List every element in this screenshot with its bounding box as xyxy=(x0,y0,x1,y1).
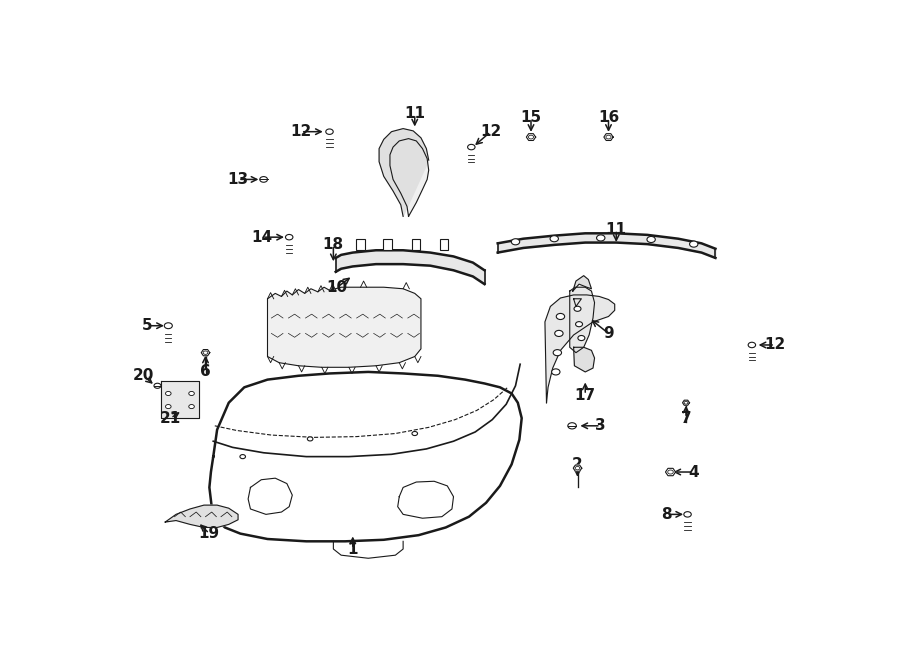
Circle shape xyxy=(574,306,581,311)
Circle shape xyxy=(165,323,172,329)
Polygon shape xyxy=(160,381,199,418)
Text: 9: 9 xyxy=(603,326,614,341)
Circle shape xyxy=(511,239,519,245)
Circle shape xyxy=(552,369,560,375)
Text: 12: 12 xyxy=(764,338,786,352)
Circle shape xyxy=(748,342,756,348)
Circle shape xyxy=(326,129,333,134)
Text: 6: 6 xyxy=(200,364,211,379)
Polygon shape xyxy=(267,288,421,368)
Polygon shape xyxy=(665,469,676,476)
Circle shape xyxy=(684,512,691,517)
Polygon shape xyxy=(202,350,210,356)
Circle shape xyxy=(568,423,576,429)
Circle shape xyxy=(689,241,698,247)
Circle shape xyxy=(189,405,194,408)
Text: 1: 1 xyxy=(347,541,358,557)
Polygon shape xyxy=(682,400,689,405)
Circle shape xyxy=(578,336,585,340)
Text: 2: 2 xyxy=(572,457,583,472)
Polygon shape xyxy=(390,139,428,216)
Text: 21: 21 xyxy=(160,410,181,426)
Circle shape xyxy=(556,313,564,319)
Circle shape xyxy=(576,322,582,327)
Circle shape xyxy=(307,437,313,441)
Polygon shape xyxy=(379,129,428,216)
Text: 14: 14 xyxy=(251,229,273,245)
Text: 10: 10 xyxy=(327,280,347,295)
Circle shape xyxy=(554,350,562,356)
Text: 4: 4 xyxy=(688,465,699,479)
Circle shape xyxy=(550,236,558,242)
Polygon shape xyxy=(573,276,591,291)
Text: 12: 12 xyxy=(290,124,311,139)
Bar xyxy=(356,239,365,251)
Circle shape xyxy=(189,391,194,395)
Text: 16: 16 xyxy=(598,110,619,126)
Bar xyxy=(440,239,448,251)
Polygon shape xyxy=(570,288,595,353)
Text: 13: 13 xyxy=(228,172,248,187)
Text: 8: 8 xyxy=(662,507,672,522)
Polygon shape xyxy=(604,134,613,141)
Circle shape xyxy=(240,455,246,459)
Text: 18: 18 xyxy=(323,237,344,253)
Text: 20: 20 xyxy=(133,368,154,383)
Polygon shape xyxy=(166,505,238,527)
Text: 5: 5 xyxy=(142,318,153,333)
Circle shape xyxy=(647,237,655,243)
Circle shape xyxy=(468,144,475,150)
Polygon shape xyxy=(526,134,536,141)
Text: 11: 11 xyxy=(404,106,425,122)
Circle shape xyxy=(412,432,418,436)
Text: 12: 12 xyxy=(480,124,501,139)
Text: 19: 19 xyxy=(199,526,220,541)
Text: 15: 15 xyxy=(520,110,542,126)
Bar xyxy=(383,239,392,251)
Polygon shape xyxy=(545,295,615,403)
Circle shape xyxy=(166,405,171,408)
Text: 11: 11 xyxy=(606,222,626,237)
Polygon shape xyxy=(573,347,595,372)
Polygon shape xyxy=(573,465,581,471)
Circle shape xyxy=(597,235,605,241)
Circle shape xyxy=(166,391,171,395)
Text: 17: 17 xyxy=(575,387,596,403)
Bar xyxy=(412,239,420,251)
Circle shape xyxy=(285,235,292,240)
Circle shape xyxy=(260,176,267,182)
Text: 3: 3 xyxy=(596,418,606,434)
Text: 7: 7 xyxy=(680,410,691,426)
Circle shape xyxy=(154,383,161,388)
Circle shape xyxy=(554,330,563,336)
